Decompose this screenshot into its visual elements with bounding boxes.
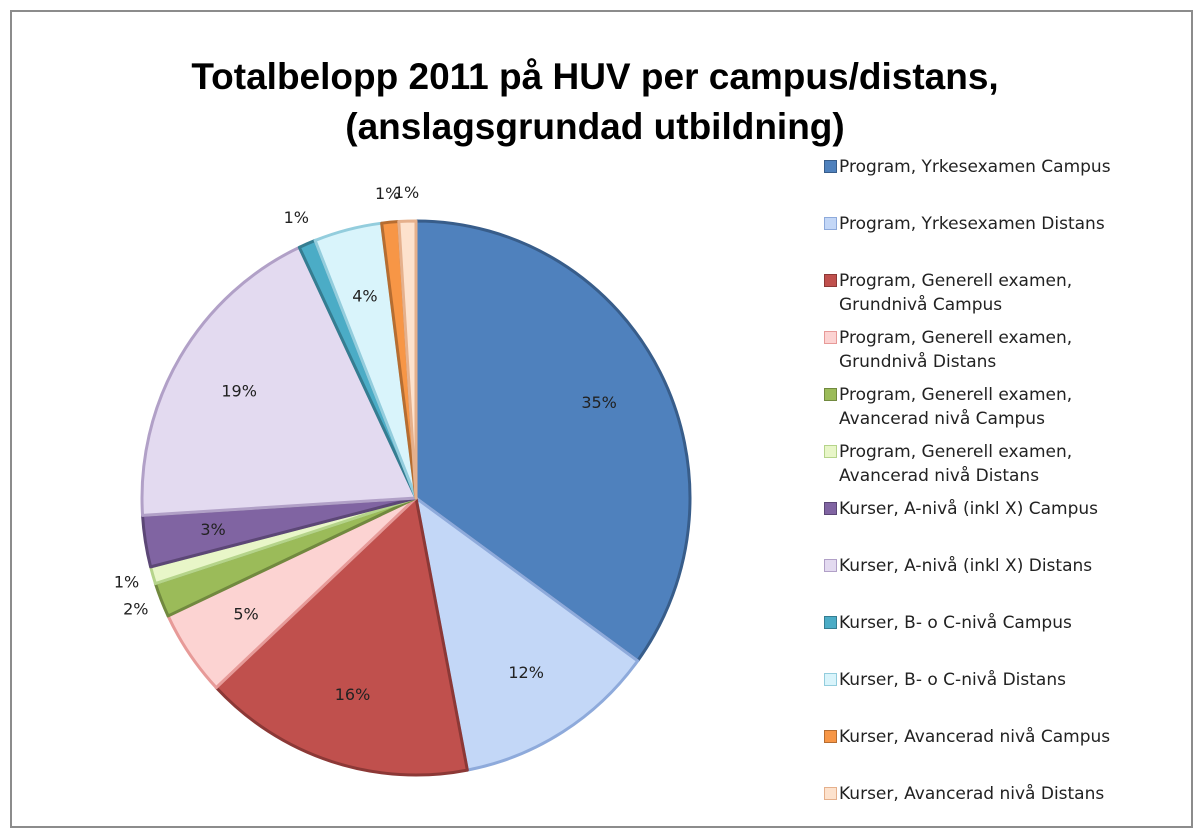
legend-swatch [824,274,837,287]
legend-swatch [824,331,837,344]
legend-label: Program, Generell examen, Grundnivå Camp… [839,271,1073,315]
data-label: 1% [394,183,419,202]
data-label: 19% [221,382,257,401]
legend-label: Kurser, A-nivå (inkl X) Campus [839,499,1099,519]
chart-title: Totalbelopp 2011 på HUV per campus/dista… [191,56,999,147]
legend-label: Kurser, Avancerad nivå Distans [839,784,1105,804]
data-label: 5% [233,604,258,623]
pie-slice [397,219,418,500]
data-label: 16% [335,685,371,704]
pie-slice [414,496,640,772]
legend-label: Program, Generell examen, Grundnivå Dist… [839,328,1073,372]
data-label: 1% [284,208,309,227]
legend-swatch [824,502,837,515]
legend-swatch [824,787,837,800]
chart-frame [10,10,1193,828]
data-label: 1% [375,184,400,203]
legend-swatch [824,559,837,572]
data-label: 12% [508,663,544,682]
data-label: 1% [114,573,139,592]
pie-slice [140,245,418,517]
legend-swatch [824,616,837,629]
pie-slice [214,496,469,777]
legend-label: Kurser, A-nivå (inkl X) Distans [839,556,1093,576]
legend-label: Program, Yrkesexamen Distans [839,214,1105,234]
pie-slice [414,219,692,663]
legend-swatch [824,388,837,401]
legend-swatch [824,160,837,173]
data-label: 3% [200,520,225,539]
legend-label: Kurser, Avancerad nivå Campus [839,727,1111,747]
data-label: 2% [123,600,148,619]
legend-label: Kurser, B- o C-nivå Campus [839,613,1072,633]
legend-label: Program, Generell examen, Avancerad nivå… [839,442,1073,486]
legend-swatch [824,673,837,686]
data-label: 4% [352,286,377,305]
data-label: 35% [581,393,617,412]
legend-label: Program, Yrkesexamen Campus [839,157,1111,177]
legend-swatch [824,445,837,458]
legend-label: Program, Generell examen, Avancerad nivå… [839,385,1073,429]
legend-swatch [824,730,837,743]
legend-label: Kurser, B- o C-nivå Distans [839,670,1066,690]
legend-swatch [824,217,837,230]
